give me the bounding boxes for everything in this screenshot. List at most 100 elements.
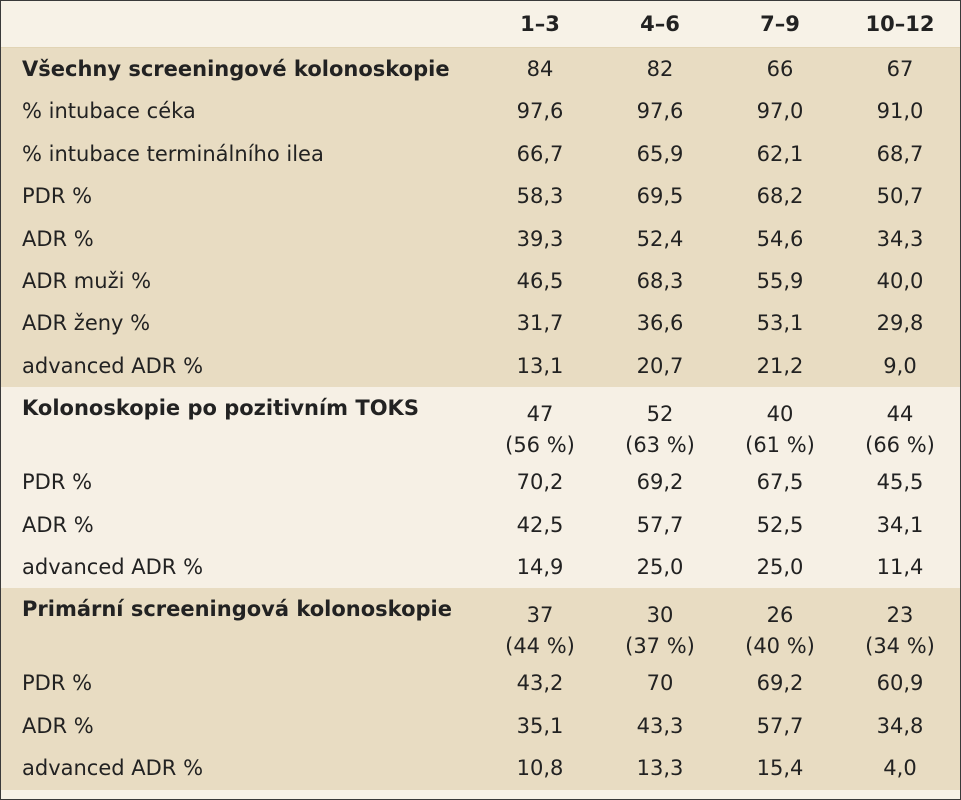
section-title: Všechny screeningové kolonoskopie (1, 47, 480, 91)
row-label: % intubace terminálního ilea (1, 132, 480, 176)
cell: 4,0 (840, 747, 960, 790)
cell: 91,0 (840, 90, 960, 133)
cell: 25,0 (600, 546, 720, 589)
table-row: PDR % 58,3 69,5 68,2 50,7 (1, 175, 960, 218)
cell: 39,3 (480, 217, 600, 261)
row-label: ADR % (1, 217, 480, 261)
cell-percent: (34 %) (865, 634, 935, 659)
cell-percent: (44 %) (505, 634, 575, 659)
cell: 57,7 (600, 503, 720, 547)
cell: 97,0 (720, 90, 840, 133)
cell-percent: (66 %) (865, 433, 935, 458)
cell: 53,1 (720, 302, 840, 345)
cell: 9,0 (840, 344, 960, 388)
cell: 66 (720, 47, 840, 91)
cell: 69,2 (600, 461, 720, 504)
section-row-primary: Primární screeningová kolonoskopie 37 (44… (1, 588, 960, 663)
header-col-2: 4–6 (600, 1, 720, 48)
cell: 70,2 (480, 461, 600, 504)
table-row: % intubace céka 97,6 97,6 97,0 91,0 (1, 90, 960, 133)
cell: 35,1 (480, 704, 600, 748)
header-col-4: 10–12 (840, 1, 960, 48)
cell: 58,3 (480, 175, 600, 218)
cell: 15,4 (720, 747, 840, 790)
header-row: 1–3 4–6 7–9 10–12 (1, 1, 960, 48)
cell: 46,5 (480, 260, 600, 303)
header-col-1: 1–3 (480, 1, 600, 48)
cell: 42,5 (480, 503, 600, 547)
section-row-toks: Kolonoskopie po pozitivním TOKS 47 (56 %)… (1, 387, 960, 462)
cell-count: 40 (766, 402, 794, 427)
cell: 36,6 (600, 302, 720, 345)
cell: 52,4 (600, 217, 720, 261)
row-label: ADR % (1, 503, 480, 547)
cell: 68,7 (840, 132, 960, 176)
table-row: PDR % 70,2 69,2 67,5 45,5 (1, 461, 960, 504)
cell-percent: (37 %) (625, 634, 695, 659)
cell: 13,1 (480, 344, 600, 388)
cell-percent: (63 %) (625, 433, 695, 458)
cell: 34,1 (840, 503, 960, 547)
row-label: advanced ADR % (1, 747, 480, 790)
cell: 14,9 (480, 546, 600, 589)
cell: 69,2 (720, 662, 840, 705)
row-label: PDR % (1, 662, 480, 705)
cell: 34,8 (840, 704, 960, 748)
cell: 57,7 (720, 704, 840, 748)
cell: 67 (840, 47, 960, 91)
table-row: PDR % 43,2 70 69,2 60,9 (1, 662, 960, 705)
cell: 20,7 (600, 344, 720, 388)
section-title: Kolonoskopie po pozitivním TOKS (1, 387, 480, 462)
cell: 11,4 (840, 546, 960, 589)
cell: 45,5 (840, 461, 960, 504)
cell: 97,6 (480, 90, 600, 133)
cell: 69,5 (600, 175, 720, 218)
cell: 31,7 (480, 302, 600, 345)
table-row: advanced ADR % 13,1 20,7 21,2 9,0 (1, 344, 960, 388)
cell: 29,8 (840, 302, 960, 345)
cell: 65,9 (600, 132, 720, 176)
cell-percent: (56 %) (505, 433, 575, 458)
cell-count: 37 (526, 603, 554, 628)
cell: 13,3 (600, 747, 720, 790)
header-blank (1, 1, 480, 48)
cell-count: 26 (766, 603, 794, 628)
table-row: ADR ženy % 31,7 36,6 53,1 29,8 (1, 302, 960, 345)
cell: 68,3 (600, 260, 720, 303)
row-label: PDR % (1, 461, 480, 504)
cell: 66,7 (480, 132, 600, 176)
cell: 43,2 (480, 662, 600, 705)
cell: 34,3 (840, 217, 960, 261)
row-label: % intubace céka (1, 90, 480, 133)
table-row: ADR % 35,1 43,3 57,7 34,8 (1, 704, 960, 748)
cell: 55,9 (720, 260, 840, 303)
cell: 60,9 (840, 662, 960, 705)
cell: 62,1 (720, 132, 840, 176)
cell-count: 30 (646, 603, 674, 628)
table-row: % intubace terminálního ilea 66,7 65,9 6… (1, 132, 960, 176)
table-row: ADR % 39,3 52,4 54,6 34,3 (1, 217, 960, 261)
row-label: advanced ADR % (1, 546, 480, 589)
row-label: ADR muži % (1, 260, 480, 303)
header-col-3: 7–9 (720, 1, 840, 48)
cell: 67,5 (720, 461, 840, 504)
cell-count: 47 (526, 402, 554, 427)
table-row: advanced ADR % 10,8 13,3 15,4 4,0 (1, 747, 960, 790)
cell: 82 (600, 47, 720, 91)
row-label: advanced ADR % (1, 344, 480, 388)
cell-count: 52 (646, 402, 674, 427)
cell: 68,2 (720, 175, 840, 218)
cell: 10,8 (480, 747, 600, 790)
cell-count: 23 (886, 603, 914, 628)
cell: 52,5 (720, 503, 840, 547)
table-row: ADR muži % 46,5 68,3 55,9 40,0 (1, 260, 960, 303)
cell: 50,7 (840, 175, 960, 218)
table-row: advanced ADR % 14,9 25,0 25,0 11,4 (1, 546, 960, 589)
section-title: Primární screeningová kolonoskopie (1, 588, 480, 663)
cell: 21,2 (720, 344, 840, 388)
cell-count: 44 (886, 402, 914, 427)
section-row-all: Všechny screeningové kolonoskopie 84 82 … (1, 47, 960, 91)
cell: 97,6 (600, 90, 720, 133)
table-row: ADR % 42,5 57,7 52,5 34,1 (1, 503, 960, 547)
